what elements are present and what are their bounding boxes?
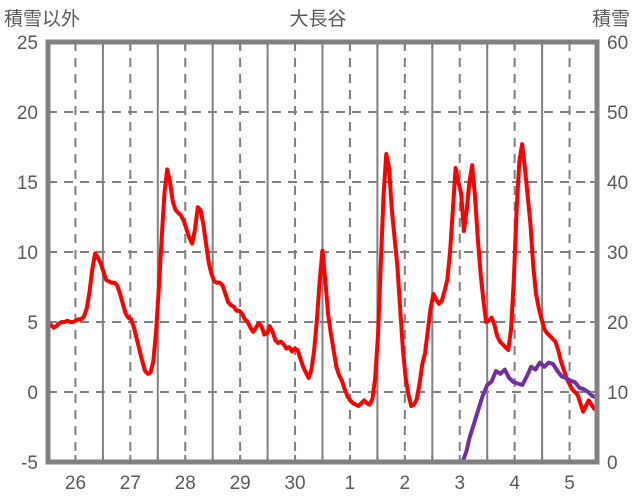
x-tick-label: 2: [400, 473, 411, 494]
y-tick-label-right: 20: [607, 313, 628, 334]
y-tick-label-left: 25: [17, 33, 38, 54]
y-tick-label-left: 20: [17, 103, 38, 124]
series-line-snow-depth: [46, 360, 599, 464]
y-tick-label-left: 5: [27, 313, 38, 334]
y-tick-label-right: 40: [607, 173, 628, 194]
x-tick-label: 28: [175, 473, 196, 494]
x-tick-label: 5: [564, 473, 575, 494]
series-line-temperature: [46, 142, 599, 414]
x-tick-label: 27: [120, 473, 141, 494]
x-tick-label: 3: [454, 473, 465, 494]
x-tick-label: 1: [345, 473, 356, 494]
y-tick-label-right: 60: [607, 33, 628, 54]
x-tick-label: 30: [284, 473, 305, 494]
plot-frame: [45, 39, 600, 465]
y-tick-label-right: 10: [607, 383, 628, 404]
series-layer: [46, 142, 599, 464]
x-tick-label: 26: [65, 473, 86, 494]
tick-label-layer: -5 0 5 10 15 20 25 0 10 20 30 40 50 60 26 27 28 29 30 1 2 3 4 5: [17, 33, 628, 494]
y-tick-label-left: 10: [17, 243, 38, 264]
right-axis-title: 積雪: [591, 9, 630, 30]
chart-title: 大長谷: [289, 9, 347, 30]
left-axis-title: 積雪以外: [4, 9, 81, 30]
y-tick-label-right: 0: [607, 453, 618, 474]
x-tick-label: 29: [230, 473, 251, 494]
y-tick-label-left: 0: [27, 383, 38, 404]
y-tick-label-left: 15: [17, 173, 38, 194]
y-tick-label-right: 30: [607, 243, 628, 264]
y-tick-label-right: 50: [607, 103, 628, 124]
x-tick-label: 4: [509, 473, 520, 494]
y-tick-label-left: -5: [21, 453, 38, 474]
